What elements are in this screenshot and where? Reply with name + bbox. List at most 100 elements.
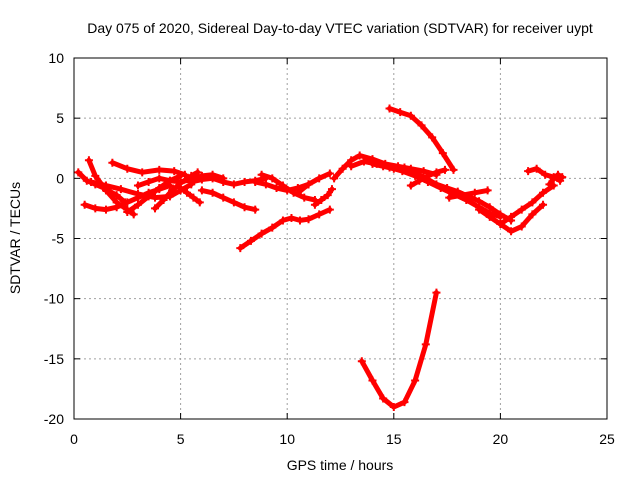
- data-point: [443, 183, 452, 192]
- data-point: [347, 162, 356, 171]
- data-point: [293, 188, 302, 197]
- data-point: [389, 402, 398, 411]
- data-point: [415, 176, 424, 185]
- data-point: [189, 193, 198, 202]
- data-point: [116, 185, 125, 194]
- data-point: [440, 165, 449, 174]
- data-point: [133, 189, 142, 198]
- series-line-arc-17: [331, 153, 439, 181]
- data-point: [155, 165, 164, 174]
- data-point: [151, 204, 160, 213]
- data-point: [396, 108, 405, 117]
- data-point: [553, 170, 562, 179]
- data-point: [315, 174, 324, 183]
- data-point: [278, 181, 287, 190]
- data-point: [310, 200, 319, 209]
- series-line-arc-21: [446, 187, 491, 201]
- data-point: [123, 208, 132, 217]
- data-point: [112, 191, 121, 200]
- data-point: [475, 205, 484, 214]
- data-point: [385, 104, 394, 113]
- data-point: [112, 203, 121, 212]
- data-point: [195, 198, 204, 207]
- data-point: [330, 174, 339, 183]
- data-point: [272, 183, 281, 192]
- data-point: [123, 198, 132, 207]
- data-point: [165, 176, 174, 185]
- data-point: [485, 212, 494, 221]
- y-tick-labels: -20 -15 -10 -5 0 5 10: [44, 50, 64, 427]
- data-point: [432, 168, 441, 177]
- data-point: [423, 171, 432, 180]
- data-point: [528, 198, 537, 207]
- data-point: [507, 212, 516, 221]
- data-point: [84, 156, 93, 165]
- data-point: [176, 183, 185, 192]
- chart-title: Day 075 of 2020, Sidereal Day-to-day VTE…: [87, 20, 593, 36]
- series-line-arc-16: [312, 186, 335, 208]
- series-line-arc-23: [359, 290, 439, 410]
- data-point: [558, 173, 567, 182]
- data-point: [539, 200, 548, 209]
- data-point: [240, 203, 249, 212]
- data-point: [411, 168, 420, 177]
- data-point: [470, 188, 479, 197]
- data-point: [524, 167, 533, 176]
- x-tick-label: 20: [493, 431, 509, 447]
- data-point: [327, 185, 336, 194]
- data-point: [357, 357, 366, 366]
- series-line-arc-25: [497, 183, 557, 227]
- series-line-arc-9: [178, 185, 203, 205]
- data-point: [133, 200, 142, 209]
- data-point: [240, 177, 249, 186]
- data-point: [155, 174, 164, 183]
- data-point: [219, 193, 228, 202]
- data-point: [300, 193, 309, 202]
- data-point: [304, 180, 313, 189]
- data-point: [315, 210, 324, 219]
- data-point: [138, 168, 147, 177]
- data-point: [170, 167, 179, 176]
- data-point: [400, 163, 409, 172]
- x-tick-labels: 0 5 10 15 20 25: [70, 431, 615, 447]
- data-point: [151, 193, 160, 202]
- data-point: [208, 188, 217, 197]
- data-point: [317, 195, 326, 204]
- data-point: [428, 133, 437, 142]
- data-point: [483, 186, 492, 195]
- data-point: [379, 394, 388, 403]
- data-point: [496, 220, 505, 229]
- data-point: [197, 175, 206, 184]
- x-tick-label: 10: [279, 431, 295, 447]
- y-tick-label: -5: [52, 231, 65, 247]
- data-point: [74, 168, 83, 177]
- grid-lines: [74, 58, 607, 419]
- data-point: [278, 216, 287, 225]
- data-point: [168, 186, 177, 195]
- data-point: [528, 210, 537, 219]
- data-point: [251, 205, 260, 214]
- data-point: [193, 168, 202, 177]
- data-point: [91, 204, 100, 213]
- y-axis-label: SDTVAR / TECUs: [7, 182, 23, 294]
- y-tick-label: 0: [56, 170, 64, 186]
- data-point: [108, 158, 117, 167]
- y-tick-label: -10: [44, 291, 64, 307]
- data-point: [359, 157, 368, 166]
- data-point: [355, 151, 364, 160]
- data-point: [496, 210, 505, 219]
- data-point: [507, 227, 516, 236]
- data-point: [389, 164, 398, 173]
- data-point: [549, 174, 558, 183]
- data-point: [475, 197, 484, 206]
- data-point: [246, 236, 255, 245]
- data-point: [257, 170, 266, 179]
- x-tick-label: 0: [70, 431, 78, 447]
- data-point: [411, 376, 420, 385]
- data-point: [123, 164, 132, 173]
- data-point: [338, 164, 347, 173]
- data-point: [101, 205, 110, 214]
- y-tick-label: -15: [44, 351, 64, 367]
- data-point: [432, 180, 441, 189]
